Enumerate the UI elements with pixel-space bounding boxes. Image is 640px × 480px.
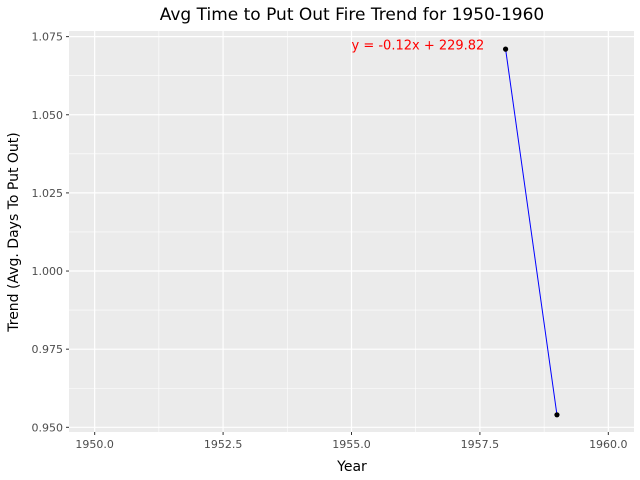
x-axis-label: Year: [336, 459, 367, 475]
x-tick-label: 1950.0: [75, 438, 114, 451]
y-tick-label: 0.950: [32, 421, 64, 434]
trend-line: [505, 49, 558, 415]
y-axis-ticks: 0.950 0.975 1.000 1.025 1.050 1.075: [32, 31, 69, 434]
x-tick-label: 1960.0: [589, 438, 628, 451]
data-point: [502, 46, 509, 52]
data-point: [554, 412, 560, 418]
x-tick-label: 1955.0: [332, 438, 371, 451]
y-tick-label: 1.000: [32, 265, 64, 278]
y-tick-label: 1.025: [32, 187, 64, 200]
y-tick-label: 0.975: [32, 343, 64, 356]
series-layer: [502, 46, 560, 418]
y-axis-label: Trend (Avg. Days To Put Out): [6, 132, 22, 333]
chart-title: Avg Time to Put Out Fire Trend for 1950-…: [160, 5, 545, 25]
major-gridlines: [69, 31, 634, 432]
regression-annotation: y = -0.12x + 229.82: [352, 38, 485, 53]
y-tick-label: 1.075: [32, 31, 64, 44]
x-tick-label: 1952.5: [204, 438, 243, 451]
y-tick-label: 1.050: [32, 109, 64, 122]
x-tick-label: 1957.5: [461, 438, 500, 451]
x-axis-ticks: 1950.0 1952.5 1955.0 1957.5 1960.0: [75, 432, 628, 451]
